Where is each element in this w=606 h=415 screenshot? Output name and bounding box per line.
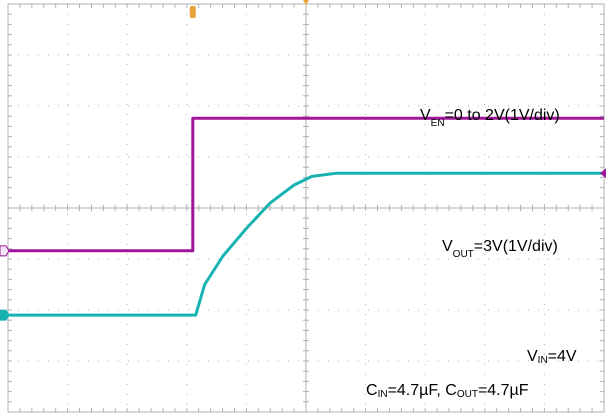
- vin-annotation: VIN=4V: [527, 348, 577, 366]
- trace-v-en: [8, 116, 604, 253]
- channel-2-ground-marker: [0, 309, 10, 321]
- center-position-marker: [303, 0, 309, 5]
- trace-v-out: [8, 171, 604, 317]
- ven-annotation: VEN=0 to 2V(1V/div): [420, 107, 560, 129]
- capacitor-annotation: CIN=4.7µF, COUT=4.7µF: [366, 382, 529, 400]
- channel-1-ground-marker: [0, 245, 10, 257]
- markers: [0, 0, 606, 321]
- grid: [7, 3, 605, 413]
- channel-1-level-marker: [600, 168, 606, 179]
- traces: [8, 116, 604, 317]
- trigger-time-marker: [189, 6, 196, 18]
- vout-annotation: VOUT=3V(1V/div): [442, 238, 558, 260]
